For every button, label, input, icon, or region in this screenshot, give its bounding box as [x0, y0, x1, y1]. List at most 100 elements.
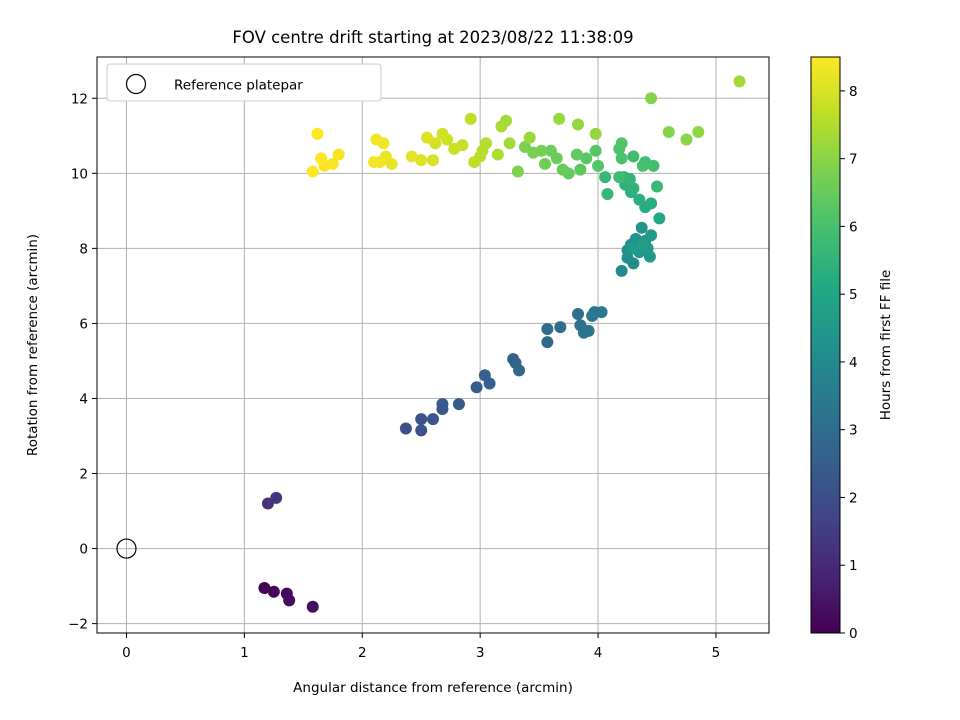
legend-reference-icon [125, 73, 147, 95]
data-point [503, 137, 516, 150]
data-point [580, 152, 593, 165]
data-point [627, 242, 640, 255]
data-point [518, 141, 531, 154]
data-point [601, 187, 614, 200]
data-point [636, 238, 649, 251]
y-axis-label: Rotation from reference (arcmin) [25, 234, 41, 456]
data-point [572, 308, 585, 321]
data-point [283, 594, 296, 607]
data-point [448, 142, 461, 155]
data-point [582, 324, 595, 337]
data-point [511, 165, 524, 178]
reference-marker-group [116, 538, 137, 559]
data-point [645, 229, 658, 242]
y-tick-label: 6 [79, 316, 88, 332]
data-point [267, 585, 280, 598]
data-point [421, 131, 434, 144]
data-point [541, 323, 554, 336]
y-tick-label: 12 [71, 91, 88, 107]
data-point [539, 157, 551, 170]
legend: Reference platepar [106, 63, 382, 102]
data-point [544, 144, 557, 157]
x-tick-label: 5 [712, 645, 721, 661]
data-point [554, 321, 567, 334]
colorbar-ticks: 0 1 2 3 4 5 6 7 8 [840, 84, 858, 642]
legend-entry-label: Reference platepar [174, 78, 303, 94]
y-tick-label: 2 [79, 467, 88, 483]
colorbar-tick-label: 6 [849, 219, 858, 235]
y-tick-label: 4 [79, 391, 88, 407]
y-axis-ticks: −2 0 2 4 6 8 10 12 [68, 91, 97, 633]
data-point [680, 133, 693, 146]
colorbar-tick-label: 3 [849, 423, 858, 439]
data-point [589, 127, 602, 140]
data-point [258, 581, 271, 594]
data-point [427, 413, 439, 426]
data-point [589, 144, 602, 157]
data-point [592, 159, 605, 172]
data-point [415, 424, 428, 437]
x-axis-ticks: 0 1 2 3 4 5 [122, 633, 720, 661]
data-point [452, 398, 465, 411]
colorbar-tick-label: 8 [849, 84, 858, 100]
colorbar-gradient [810, 56, 841, 634]
data-point [436, 398, 449, 411]
data-point [615, 152, 628, 165]
data-point [491, 148, 504, 161]
data-point [627, 257, 640, 270]
data-point [368, 156, 381, 169]
x-tick-label: 0 [122, 645, 131, 661]
data-point [599, 171, 612, 184]
y-tick-label: 10 [71, 166, 88, 182]
colorbar-tick-label: 0 [849, 626, 858, 642]
colorbar: 0 1 2 3 4 5 6 7 8 Hours from first FF file [810, 56, 894, 642]
x-tick-label: 4 [594, 645, 603, 661]
data-point [464, 112, 477, 125]
data-point [647, 159, 660, 172]
data-point [370, 133, 383, 146]
data-point [556, 163, 569, 176]
data-point [306, 165, 319, 178]
data-point [468, 156, 481, 169]
chart-title: FOV centre drift starting at 2023/08/22 … [232, 28, 633, 47]
data-point [483, 377, 496, 390]
reference-platepar-marker [116, 538, 137, 559]
data-point [332, 148, 345, 161]
colorbar-tick-label: 1 [849, 558, 858, 574]
data-point [595, 306, 608, 319]
data-point [436, 127, 449, 140]
data-point [399, 422, 412, 435]
x-tick-label: 2 [358, 645, 367, 661]
data-point [623, 172, 636, 185]
y-tick-label: 8 [79, 241, 88, 257]
data-point [653, 212, 666, 225]
colorbar-tick-label: 7 [849, 152, 858, 168]
data-point [692, 126, 705, 139]
colorbar-tick-label: 4 [849, 355, 858, 371]
data-point [613, 171, 626, 184]
data-point [635, 221, 648, 234]
data-point [627, 182, 640, 195]
colorbar-tick-label: 5 [849, 287, 858, 303]
colorbar-tick-label: 2 [849, 490, 858, 506]
data-point [733, 75, 746, 88]
data-point [574, 163, 587, 176]
data-point [636, 159, 649, 172]
y-tick-label: 0 [79, 542, 88, 558]
data-point [627, 150, 640, 163]
colorbar-label: Hours from first FF file [878, 270, 894, 421]
data-point [405, 150, 418, 163]
x-axis-label: Angular distance from reference (arcmin) [293, 680, 573, 696]
legend-box [106, 63, 382, 102]
data-point [572, 118, 585, 131]
y-tick-label: −2 [68, 617, 88, 633]
data-point [523, 131, 536, 144]
data-point [470, 381, 483, 394]
data-point [311, 127, 324, 140]
data-point [415, 154, 428, 167]
data-point [513, 364, 526, 377]
data-point [651, 180, 663, 193]
data-point [415, 413, 428, 426]
data-point [662, 126, 675, 139]
